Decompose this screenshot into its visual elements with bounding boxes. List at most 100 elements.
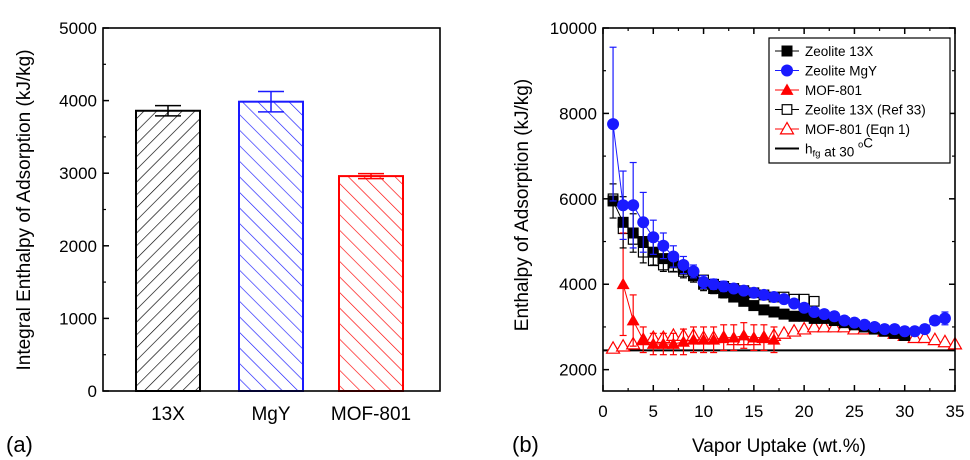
x-tick-label: MOF-801 xyxy=(331,404,411,425)
point xyxy=(717,331,731,343)
point xyxy=(717,280,730,293)
legend-entry-0: Zeolite 13X xyxy=(775,44,873,59)
legend-marker xyxy=(780,83,794,95)
point xyxy=(768,306,780,318)
x-tick-label: 20 xyxy=(795,402,814,421)
panel-b-label: (b) xyxy=(512,432,539,457)
legend-entry-reference: hfg at 30 oC xyxy=(775,136,873,160)
point xyxy=(818,308,831,321)
series-0 xyxy=(607,183,911,341)
x-tick-label: 13X xyxy=(151,404,185,425)
point xyxy=(747,286,760,299)
y-tick-label: 6000 xyxy=(559,190,597,209)
point xyxy=(908,325,921,338)
y-tick-label: 4000 xyxy=(59,92,97,111)
point xyxy=(647,231,660,244)
series-line xyxy=(622,284,775,345)
point xyxy=(918,323,931,336)
panel-a: 13X MgY MOF-801 0 1000 2000 3000 4000 5000 Integ… xyxy=(6,19,441,457)
legend-label-part: C xyxy=(863,136,873,151)
legend-label-part: at 30 xyxy=(820,145,858,160)
point xyxy=(858,318,871,331)
point xyxy=(826,319,842,333)
point xyxy=(697,333,711,345)
point xyxy=(646,337,660,349)
point xyxy=(798,301,811,314)
point xyxy=(727,331,741,343)
y-tick-label: 0 xyxy=(88,382,97,401)
point xyxy=(737,284,750,297)
point xyxy=(888,323,901,336)
point xyxy=(927,332,943,346)
y-tick-label: 8000 xyxy=(559,104,597,123)
legend-label-part: o xyxy=(858,140,863,151)
point xyxy=(728,291,740,303)
legend-entry-4: MOF-801 (Eqn 1) xyxy=(775,121,910,137)
errorbar-2 xyxy=(358,172,384,180)
legend-marker xyxy=(781,104,793,115)
panel-b-series xyxy=(603,46,963,356)
x-tick-label: 15 xyxy=(744,402,763,421)
legend-label: MOF-801 xyxy=(805,83,862,98)
point xyxy=(687,333,701,345)
legend-label: MOF-801 (Eqn 1) xyxy=(805,122,910,137)
point xyxy=(617,199,630,212)
panel-b-axes: 0 5 10 15 20 25 30 35 2000 4000 6000 8000 10000 xyxy=(550,19,965,421)
point xyxy=(796,321,812,335)
point xyxy=(806,319,822,333)
panel-a-axes: 13X MgY MOF-801 0 1000 2000 3000 4000 5000 xyxy=(59,19,411,425)
point xyxy=(878,323,891,336)
legend-label-part: h xyxy=(805,142,813,157)
bar-1 xyxy=(238,100,304,393)
bar-0 xyxy=(135,109,201,392)
panel-a-bars xyxy=(135,90,404,393)
y-tick-label: 4000 xyxy=(559,275,597,294)
point xyxy=(707,333,721,345)
point xyxy=(607,118,620,131)
point xyxy=(697,276,710,289)
point xyxy=(898,325,911,338)
point xyxy=(758,304,770,316)
legend-label: Zeolite MgY xyxy=(805,64,877,79)
point xyxy=(738,295,750,307)
legend-marker xyxy=(779,121,795,135)
legend-marker xyxy=(781,64,793,77)
point xyxy=(615,338,631,352)
panel-a-ylabel: Integral Enthalpy of Adsorption (kJ/kg) xyxy=(14,49,35,370)
bar-2 xyxy=(338,175,404,392)
point xyxy=(848,316,861,329)
panel-b-xlabel: Vapor Uptake (wt.%) xyxy=(692,436,866,457)
point xyxy=(757,331,771,343)
point xyxy=(868,320,881,333)
point xyxy=(657,239,670,252)
legend-box xyxy=(768,37,951,164)
legend-entry-2: MOF-801 xyxy=(775,83,862,98)
y-tick-label: 2000 xyxy=(59,237,97,256)
x-tick-label: 30 xyxy=(895,402,914,421)
x-tick-label: 10 xyxy=(694,402,713,421)
x-tick-label: MgY xyxy=(251,404,290,425)
panel-b-ylabel: Enthalpy of Adsorption (kJ/kg) xyxy=(512,79,533,331)
point xyxy=(778,293,791,306)
point xyxy=(937,334,953,348)
point xyxy=(788,297,801,310)
legend-entry-3: Zeolite 13X (Ref 33) xyxy=(775,103,926,118)
x-tick-label: 5 xyxy=(649,402,658,421)
point xyxy=(727,282,740,295)
point xyxy=(767,291,780,304)
point xyxy=(666,337,680,349)
legend-label: hfg at 30 oC xyxy=(805,136,873,160)
series-1 xyxy=(607,46,951,338)
legend-marker xyxy=(781,45,793,57)
point xyxy=(838,314,851,327)
y-tick-label: 1000 xyxy=(59,309,97,328)
point xyxy=(828,310,841,323)
x-tick-label: 0 xyxy=(598,402,607,421)
legend-label: Zeolite 13X (Ref 33) xyxy=(805,103,926,118)
series-2 xyxy=(616,232,781,356)
point xyxy=(626,314,640,326)
point xyxy=(667,250,680,263)
point xyxy=(707,278,720,291)
point xyxy=(616,277,630,290)
legend-label-part: fg xyxy=(813,149,821,160)
